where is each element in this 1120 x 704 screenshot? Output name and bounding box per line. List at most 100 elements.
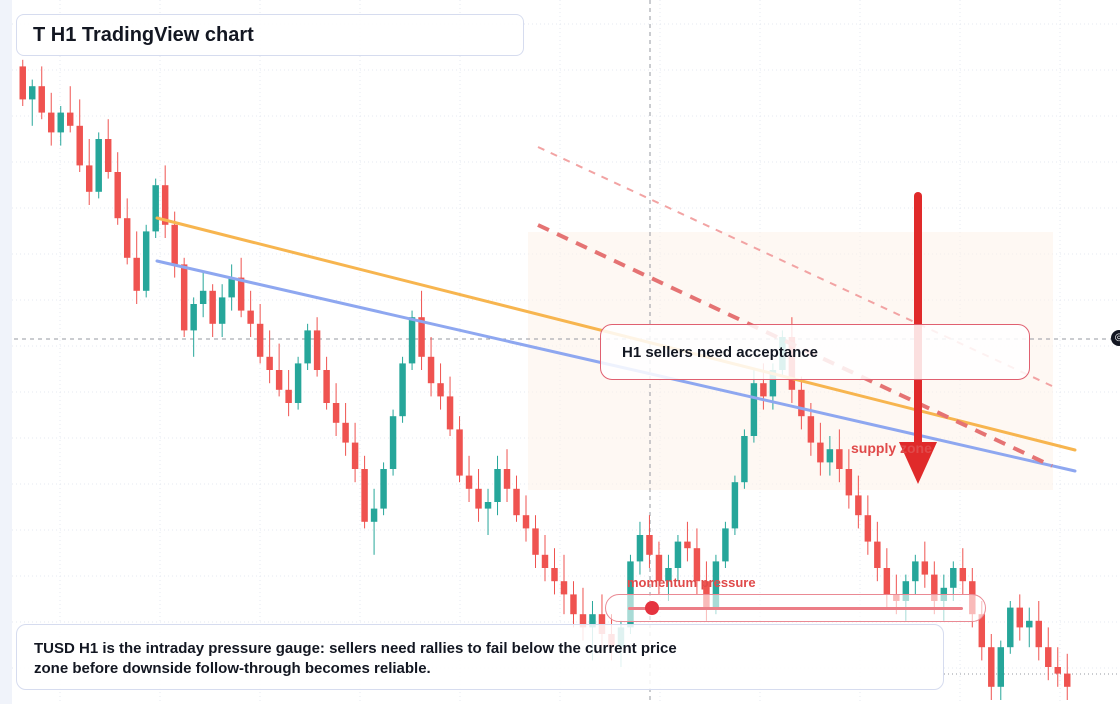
- candle: [228, 264, 235, 311]
- candle-body-bearish: [817, 442, 824, 463]
- candle: [541, 535, 549, 582]
- candle: [266, 330, 273, 384]
- candle-body-bullish: [750, 383, 758, 436]
- candle-body-bearish: [427, 356, 435, 384]
- candle-body-bearish: [684, 541, 691, 549]
- candle-body-bullish: [57, 112, 64, 133]
- candle-body-bullish: [218, 297, 226, 324]
- candle-body-bearish: [978, 614, 986, 648]
- candle-body-bearish: [798, 389, 805, 417]
- candle: [665, 554, 672, 601]
- candle: [437, 363, 444, 410]
- candle-body-bullish: [399, 363, 406, 417]
- candle: [237, 257, 245, 318]
- candle-body-bearish: [133, 257, 140, 291]
- candle-body-bearish: [237, 277, 245, 311]
- candle: [921, 541, 929, 588]
- candle: [361, 455, 368, 529]
- candle-body-bearish: [551, 568, 558, 582]
- candle: [285, 370, 292, 417]
- candle: [741, 429, 748, 489]
- candle-body-bullish: [902, 581, 910, 601]
- momentum-gauge-knob[interactable]: [644, 601, 659, 615]
- candle: [817, 422, 824, 476]
- candle: [731, 475, 739, 535]
- candle-body-bearish: [275, 370, 283, 390]
- candle-body-bearish: [361, 469, 368, 522]
- candle-body-bullish: [826, 449, 834, 463]
- candle-body-bearish: [266, 356, 273, 370]
- candle-body-bearish: [256, 323, 264, 357]
- candle: [180, 257, 188, 337]
- candle-body-bearish: [1016, 607, 1024, 628]
- candle: [19, 59, 26, 106]
- candle-body-bearish: [1054, 667, 1061, 674]
- candle: [532, 515, 539, 568]
- candle: [247, 290, 254, 337]
- candle: [646, 515, 653, 568]
- candle-body-bearish: [123, 218, 131, 258]
- candle: [484, 488, 492, 535]
- candle: [959, 548, 967, 595]
- candle: [85, 139, 93, 205]
- candle: [912, 554, 919, 595]
- bearish-arrow-head: [899, 442, 937, 484]
- candle: [1026, 607, 1033, 648]
- candle: [1045, 627, 1052, 681]
- candle: [76, 99, 83, 172]
- candle-body-bullish: [199, 290, 207, 304]
- candle-body-bearish: [760, 383, 767, 397]
- candle: [551, 548, 558, 595]
- candle-body-bullish: [190, 304, 197, 331]
- candle-body-bearish: [465, 475, 473, 489]
- candle: [1016, 594, 1024, 641]
- target-icon[interactable]: ◎: [1111, 330, 1120, 346]
- candle-body-bullish: [484, 502, 492, 509]
- candle: [864, 495, 872, 555]
- left-axis-strip: [0, 0, 12, 704]
- candle: [513, 475, 520, 522]
- candle-body-bullish: [370, 508, 378, 522]
- channel-line-upper[interactable]: [537, 146, 1053, 387]
- momentum-gauge[interactable]: [605, 594, 986, 622]
- candle-body-bullish: [1007, 607, 1014, 648]
- candle-body-bearish: [76, 125, 83, 166]
- candle-body-bearish: [180, 264, 188, 331]
- momentum-gauge-track: [628, 607, 963, 610]
- candle-body-bearish: [114, 172, 121, 219]
- candle: [845, 449, 853, 509]
- candle-body-bullish: [152, 185, 159, 232]
- candle-body-bearish: [883, 568, 891, 595]
- candle-body-bullish: [1026, 620, 1033, 628]
- candle: [418, 290, 425, 370]
- candle: [380, 462, 387, 516]
- candle-body-bearish: [104, 139, 112, 172]
- candle: [826, 436, 834, 476]
- candle-body-bearish: [1064, 673, 1071, 687]
- candle-body-bullish: [712, 561, 720, 608]
- candle-body-bullish: [380, 469, 387, 509]
- candle-body-bearish: [38, 86, 45, 113]
- candle-body-bearish: [855, 495, 862, 516]
- candle-body-bullish: [674, 541, 682, 568]
- candle-body-bearish: [845, 469, 853, 496]
- candle: [209, 284, 216, 337]
- candle: [133, 231, 140, 304]
- candle: [446, 376, 454, 436]
- candle-body-bearish: [959, 568, 967, 582]
- candle-body-bearish: [209, 290, 216, 324]
- candle: [199, 271, 207, 318]
- candle-body-bearish: [921, 561, 929, 575]
- candle-body-bullish: [29, 86, 36, 100]
- candle-body-bullish: [741, 436, 748, 483]
- supply-zone-label: supply zone: [851, 440, 932, 456]
- candle-body-bearish: [532, 528, 539, 555]
- candle-body-bearish: [693, 548, 701, 582]
- candle-body-bullish: [912, 561, 919, 582]
- candle-body-bullish: [95, 139, 102, 192]
- candle-body-bullish: [408, 317, 416, 364]
- candle-body-bullish: [636, 535, 644, 562]
- candle-body-bearish: [48, 112, 55, 133]
- candle: [304, 323, 311, 370]
- candle: [323, 356, 330, 410]
